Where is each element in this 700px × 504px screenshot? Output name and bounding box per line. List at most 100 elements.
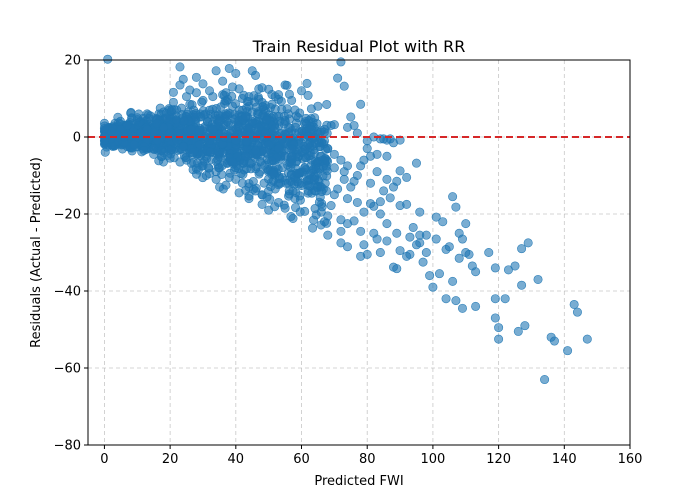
x-tick-label: 160 (618, 452, 643, 467)
scatter-point (178, 142, 188, 152)
scatter-point (444, 242, 454, 252)
scatter-point (336, 215, 346, 225)
scatter-point (211, 103, 221, 113)
scatter-point (270, 123, 280, 133)
scatter-point (431, 234, 441, 244)
scatter-point (188, 147, 198, 157)
scatter-point (316, 207, 326, 217)
scatter-point (303, 186, 313, 196)
scatter-point (264, 205, 274, 215)
scatter-point (392, 264, 402, 274)
data-points (99, 54, 592, 385)
scatter-point (280, 151, 290, 161)
scatter-point (428, 282, 438, 292)
scatter-point (329, 190, 339, 200)
scatter-point (395, 166, 405, 176)
x-tick-label: 80 (359, 452, 376, 467)
scatter-point (221, 180, 231, 190)
scatter-point (191, 72, 201, 82)
scatter-point (280, 80, 290, 90)
scatter-point (274, 197, 284, 207)
y-tick-label: −80 (54, 439, 81, 454)
scatter-point (254, 94, 264, 104)
y-tick-label: −40 (54, 285, 81, 300)
scatter-point (244, 194, 254, 204)
scatter-point (313, 101, 323, 111)
x-tick-label: 40 (228, 452, 245, 467)
scatter-point (329, 163, 339, 173)
scatter-point (191, 108, 201, 118)
scatter-point (336, 155, 346, 165)
scatter-point (415, 238, 425, 248)
scatter-point (333, 73, 343, 83)
scatter-point (303, 90, 313, 100)
scatter-point (152, 119, 162, 129)
scatter-point (268, 169, 278, 179)
scatter-point (155, 103, 165, 113)
scatter-point (213, 155, 223, 165)
scatter-point (239, 165, 249, 175)
scatter-point (303, 140, 313, 150)
scatter-point (510, 261, 520, 271)
scatter-point (329, 120, 339, 130)
scatter-point (165, 153, 175, 163)
scatter-point (316, 151, 326, 161)
scatter-point (228, 101, 238, 111)
scatter-point (356, 99, 366, 109)
scatter-point (533, 274, 543, 284)
scatter-point (513, 326, 523, 336)
scatter-point (309, 215, 319, 225)
scatter-point (171, 115, 181, 125)
scatter-point (251, 186, 261, 196)
x-axis-label: Predicted FWI (314, 474, 403, 489)
scatter-point (290, 128, 300, 138)
scatter-point (139, 145, 149, 155)
scatter-point (343, 161, 353, 171)
scatter-point (277, 134, 287, 144)
scatter-point (326, 201, 336, 211)
y-tick-label: −60 (54, 362, 81, 377)
scatter-point (168, 87, 178, 97)
scatter-point (122, 120, 132, 130)
scatter-point (214, 163, 224, 173)
scatter-point (267, 99, 277, 109)
scatter-point (228, 157, 238, 167)
scatter-point (208, 124, 218, 134)
scatter-point (257, 190, 267, 200)
scatter-point (402, 199, 412, 209)
scatter-point (382, 236, 392, 246)
scatter-point (405, 232, 415, 242)
scatter-point (283, 109, 293, 119)
scatter-point (311, 138, 321, 148)
scatter-point (382, 174, 392, 184)
scatter-point (280, 117, 290, 127)
scatter-point (272, 112, 282, 122)
scatter-point (300, 163, 310, 173)
scatter-point (323, 156, 333, 166)
scatter-point (421, 248, 431, 258)
scatter-point (411, 158, 421, 168)
scatter-point (448, 192, 458, 202)
scatter-point (251, 70, 261, 80)
scatter-point (375, 209, 385, 219)
scatter-point (198, 95, 208, 105)
scatter-point (356, 226, 366, 236)
scatter-point (302, 78, 312, 88)
scatter-point (205, 147, 215, 157)
scatter-point (244, 101, 254, 111)
scatter-point (218, 148, 228, 158)
y-tick-label: 0 (73, 131, 81, 146)
scatter-point (260, 106, 270, 116)
scatter-point (244, 182, 254, 192)
scatter-point (418, 257, 428, 267)
scatter-point (517, 280, 527, 290)
scatter-point (228, 82, 238, 92)
scatter-point (322, 99, 332, 109)
scatter-point (339, 174, 349, 184)
scatter-point (291, 203, 301, 213)
scatter-point (221, 109, 231, 119)
scatter-point (287, 159, 297, 169)
scatter-point (352, 197, 362, 207)
scatter-point (323, 230, 333, 240)
scatter-point (490, 294, 500, 304)
